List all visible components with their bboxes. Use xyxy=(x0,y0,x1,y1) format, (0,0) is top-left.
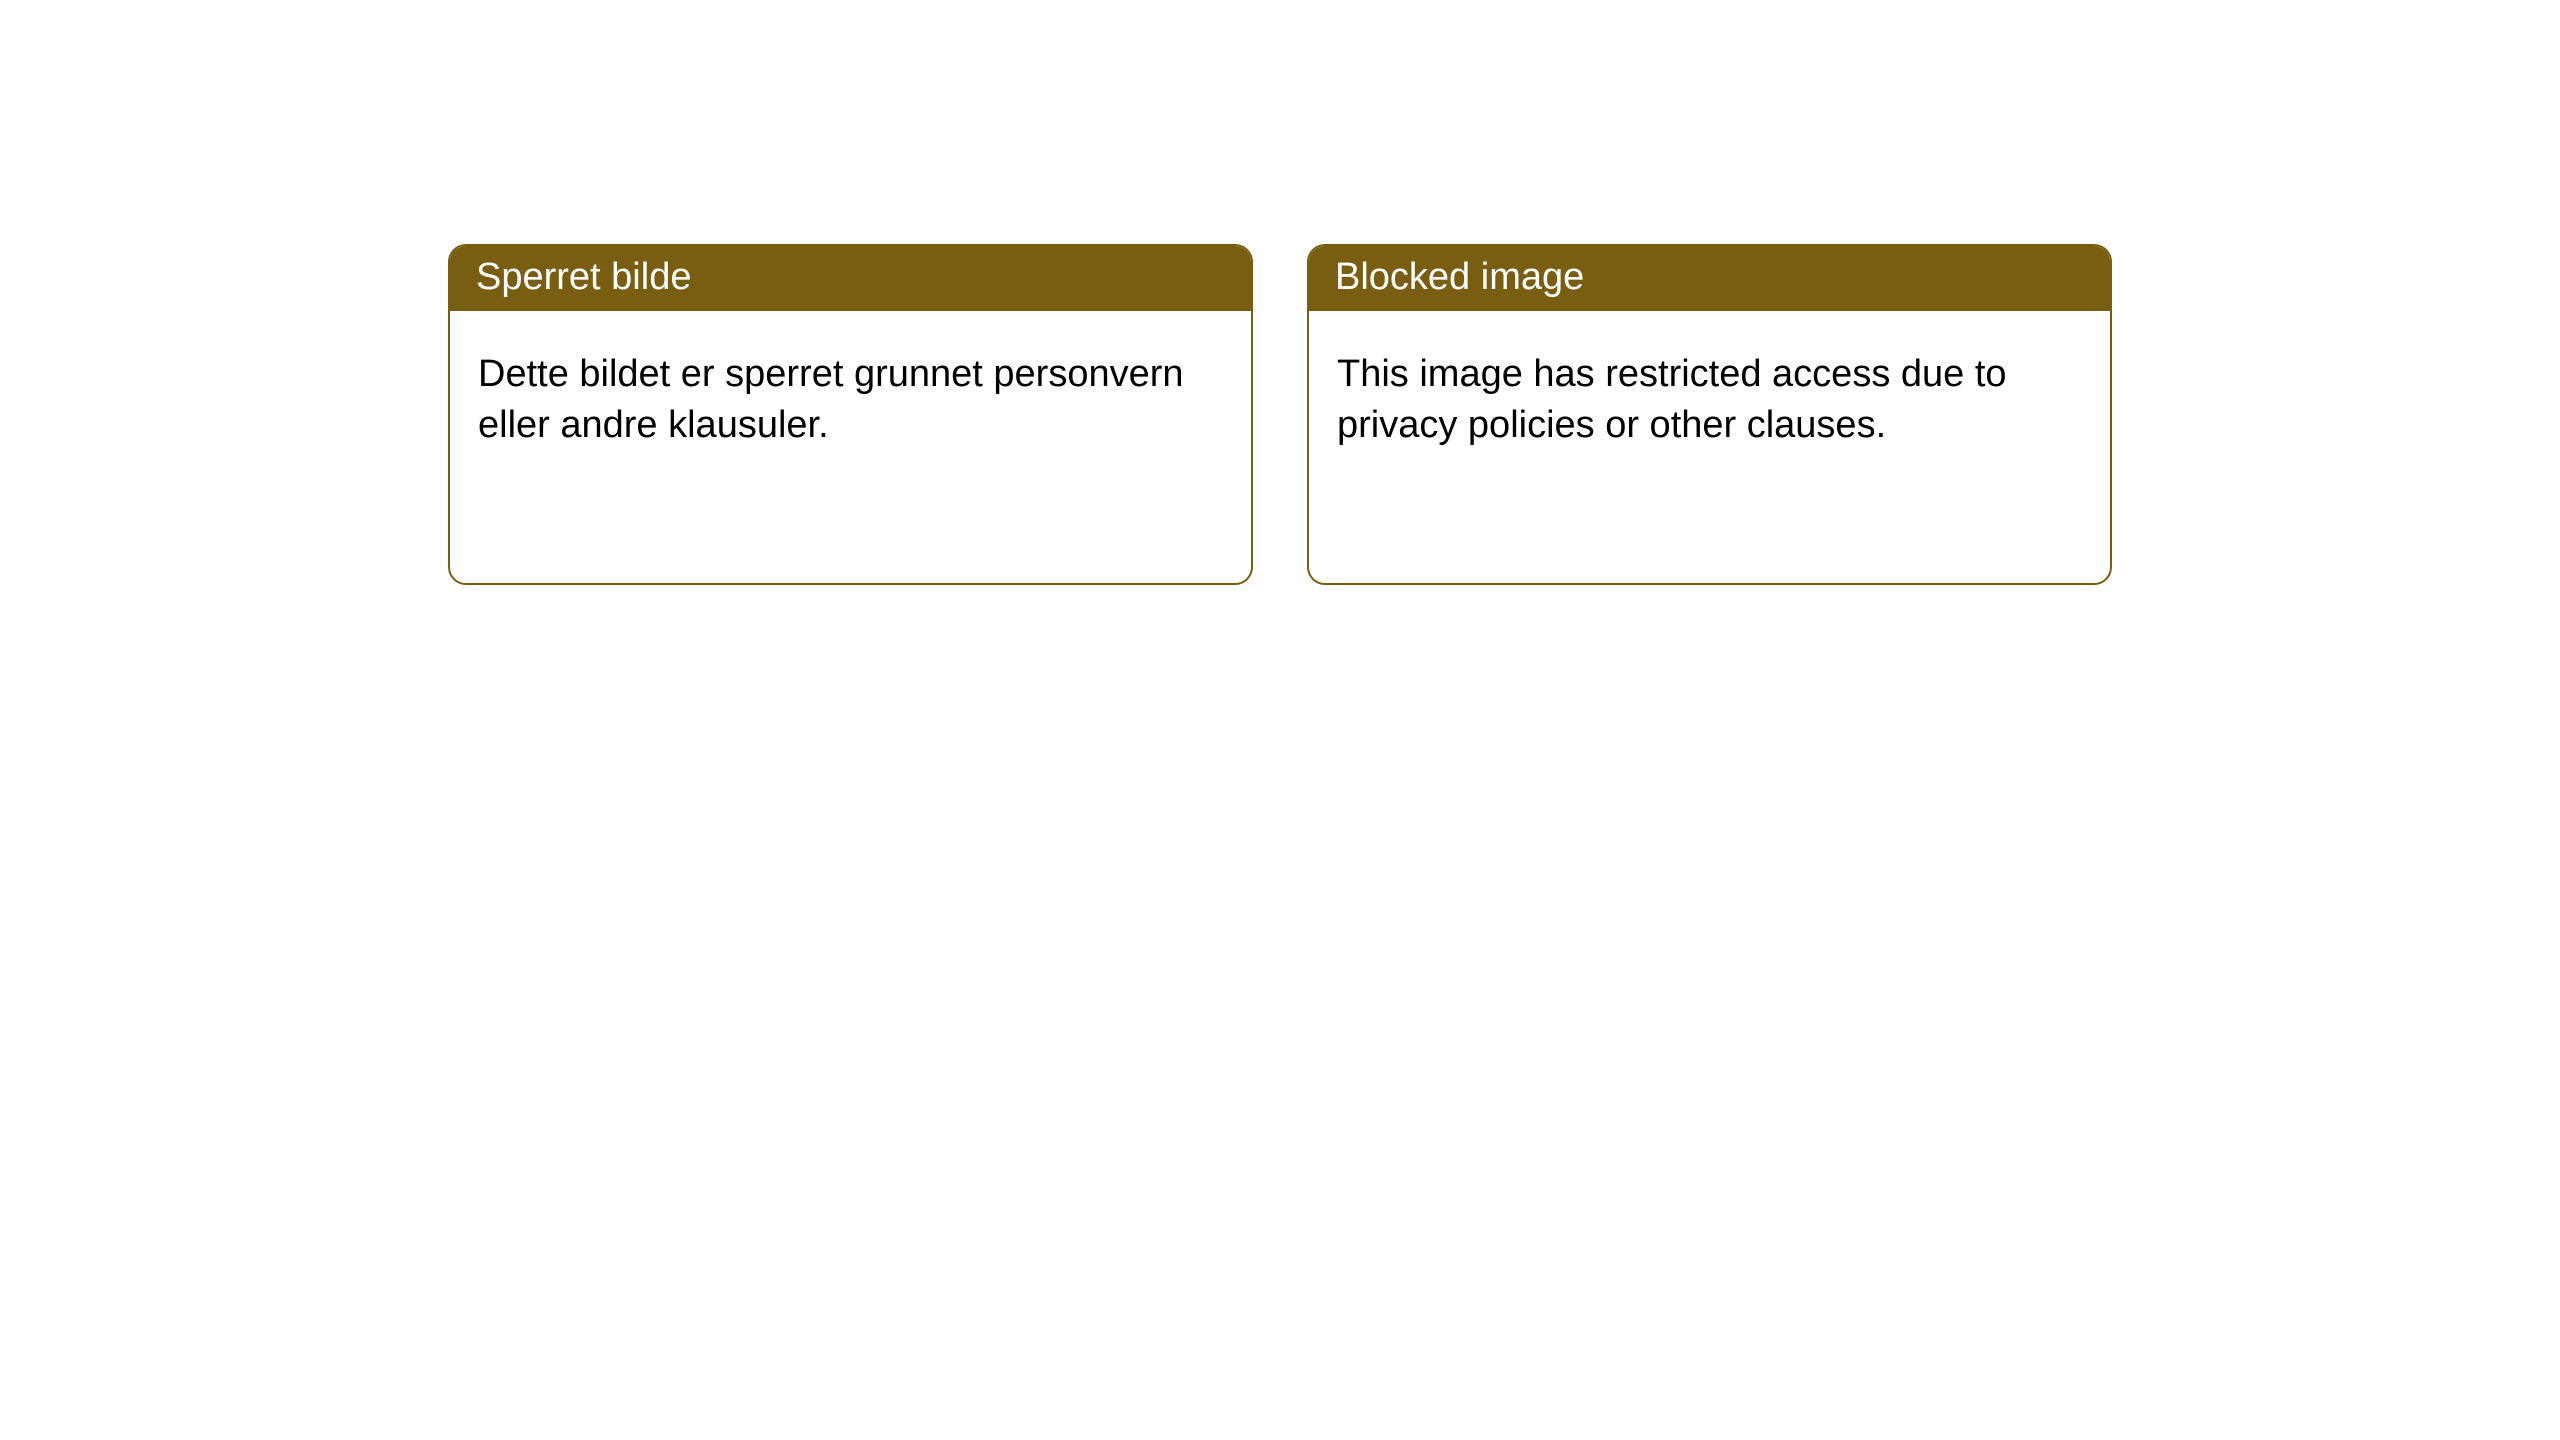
blocked-image-card-no: Sperret bilde Dette bildet er sperret gr… xyxy=(448,244,1253,585)
card-body-no: Dette bildet er sperret grunnet personve… xyxy=(450,311,1251,583)
card-header-en: Blocked image xyxy=(1309,246,2110,311)
card-body-text-no: Dette bildet er sperret grunnet personve… xyxy=(478,349,1223,452)
card-title-en: Blocked image xyxy=(1335,256,1584,298)
card-header-no: Sperret bilde xyxy=(450,246,1251,311)
cards-container: Sperret bilde Dette bildet er sperret gr… xyxy=(0,0,2560,585)
card-body-en: This image has restricted access due to … xyxy=(1309,311,2110,583)
card-title-no: Sperret bilde xyxy=(476,256,691,298)
blocked-image-card-en: Blocked image This image has restricted … xyxy=(1307,244,2112,585)
card-body-text-en: This image has restricted access due to … xyxy=(1337,349,2082,452)
